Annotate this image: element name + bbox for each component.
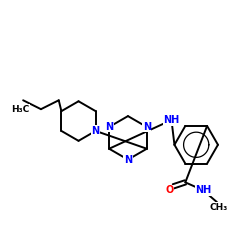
- Text: N: N: [92, 126, 100, 136]
- Text: N: N: [105, 122, 113, 132]
- Text: N: N: [124, 154, 132, 164]
- Text: NH: NH: [163, 115, 180, 125]
- Text: N: N: [143, 122, 151, 132]
- Text: NH: NH: [195, 185, 211, 195]
- Text: O: O: [166, 185, 173, 195]
- Text: CH₃: CH₃: [210, 202, 228, 211]
- Text: H₃C: H₃C: [11, 105, 30, 114]
